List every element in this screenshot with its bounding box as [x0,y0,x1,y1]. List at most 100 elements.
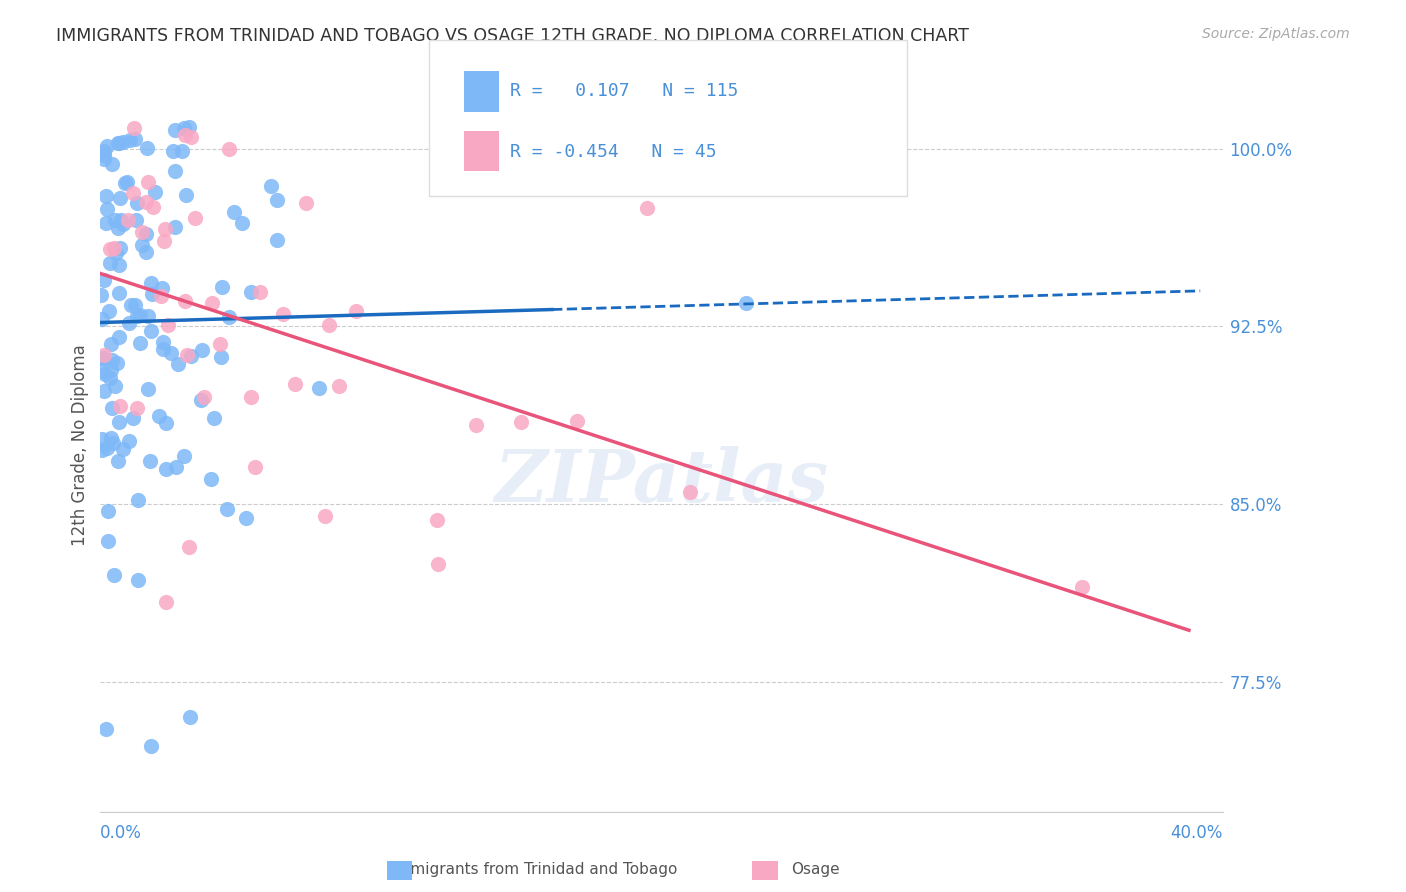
Point [118,133,141,147]
Point [111,135,134,149]
Y-axis label: 12th Grade, No Diploma: 12th Grade, No Diploma [72,344,89,546]
Point [98,303,121,318]
Point [103,435,125,450]
Point [124,298,146,312]
Text: 0.0%: 0.0% [100,824,142,842]
Point [139,739,162,753]
Point [110,241,132,255]
Text: ZIPatlas: ZIPatlas [495,446,828,517]
Point [91,432,114,446]
Point [314,508,336,523]
Point [179,710,201,724]
Point [266,194,288,208]
Point [100,401,122,416]
Point [138,454,160,468]
Point [117,316,139,330]
Point [150,281,173,295]
Point [308,381,330,395]
Point [211,280,233,294]
Point [208,337,231,351]
Point [121,411,143,425]
Point [218,310,240,324]
Point [117,212,139,227]
Point [176,347,198,361]
Point [96,202,118,216]
Point [115,176,138,190]
Point [141,324,163,338]
Point [173,449,195,463]
Point [100,431,122,445]
Point [294,195,316,210]
Point [105,356,128,370]
Point [131,238,153,252]
Point [94,189,117,203]
Point [177,541,200,555]
Point [118,434,141,449]
Point [200,471,222,485]
Point [125,401,148,416]
Point [174,188,197,202]
Point [136,310,159,324]
Point [107,285,129,300]
Point [135,195,157,210]
Point [135,227,157,241]
Point [318,318,340,332]
Point [202,411,225,425]
Text: Immigrants from Trinidad and Tobago: Immigrants from Trinidad and Tobago [391,863,678,877]
Point [110,212,132,227]
Text: Source: ZipAtlas.com: Source: ZipAtlas.com [1202,27,1350,41]
Text: Osage: Osage [792,863,839,877]
Point [259,179,281,194]
Point [104,378,127,392]
Point [114,176,136,190]
Point [218,142,240,156]
Point [94,723,117,737]
Point [266,233,288,247]
Point [98,370,121,384]
Point [94,368,117,382]
Point [173,121,195,136]
Point [179,120,201,134]
Point [90,288,112,302]
Point [104,213,127,227]
Point [191,343,214,357]
Point [426,513,449,527]
Text: IMMIGRANTS FROM TRINIDAD AND TOBAGO VS OSAGE 12TH GRADE, NO DIPLOMA CORRELATION : IMMIGRANTS FROM TRINIDAD AND TOBAGO VS O… [56,27,969,45]
Point [1071,580,1094,594]
Point [100,363,122,377]
Point [125,213,148,227]
Point [163,123,186,137]
Point [344,304,367,318]
Point [127,195,149,210]
Point [150,289,173,303]
Point [124,132,146,146]
Point [112,442,135,456]
Point [510,416,533,430]
Point [163,164,186,178]
Point [239,285,262,299]
Point [209,350,232,364]
Point [90,443,112,458]
Point [464,418,486,433]
Point [155,222,177,236]
Point [245,460,267,475]
Point [235,511,257,525]
Point [136,382,159,396]
Point [678,485,700,500]
Point [152,342,174,356]
Point [100,256,122,270]
Point [135,245,157,260]
Point [110,399,132,413]
Point [131,225,153,239]
Point [167,357,190,371]
Point [155,416,177,430]
Point [91,364,114,378]
Point [108,329,131,343]
Point [120,297,142,311]
Point [96,138,118,153]
Point [139,277,162,291]
Point [136,175,159,189]
Point [125,309,148,323]
Point [155,595,177,609]
Point [93,145,115,159]
